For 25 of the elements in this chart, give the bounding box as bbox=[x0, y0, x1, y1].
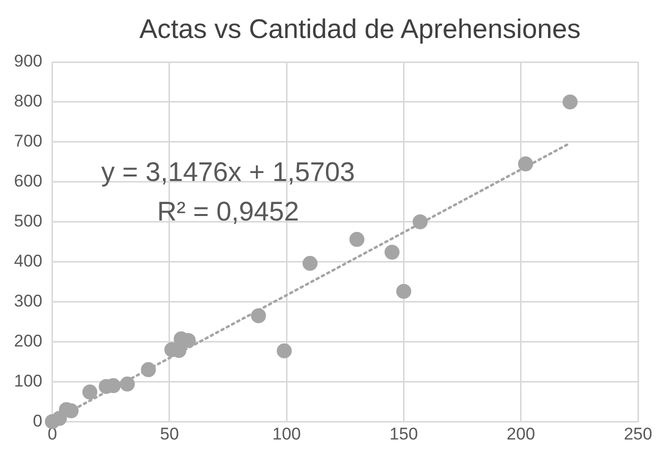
x-tick-label: 200 bbox=[506, 424, 536, 444]
annotation: y = 3,1476x + 1,5703 bbox=[101, 156, 355, 187]
y-tick-label: 400 bbox=[14, 251, 42, 270]
y-tick-label: 200 bbox=[14, 331, 42, 350]
x-tick-label: 50 bbox=[160, 424, 179, 444]
x-tick-label: 100 bbox=[272, 424, 301, 444]
point bbox=[396, 284, 412, 299]
x-tick-label: 150 bbox=[390, 424, 418, 444]
y-tick-label: 0 bbox=[32, 411, 42, 430]
x-tick-label: 250 bbox=[624, 424, 652, 444]
y-tick-label: 300 bbox=[14, 291, 42, 310]
y-tick-label: 500 bbox=[14, 212, 42, 231]
point bbox=[302, 256, 318, 271]
point bbox=[82, 384, 98, 400]
y-tick-label: 800 bbox=[14, 92, 42, 111]
y-tick-label: 900 bbox=[14, 52, 42, 71]
chart-title: Actas vs Cantidad de Aprehensiones bbox=[138, 14, 582, 45]
point bbox=[276, 343, 292, 358]
point bbox=[349, 232, 364, 247]
y-tick-label: 100 bbox=[14, 371, 42, 390]
point bbox=[384, 244, 400, 260]
annotation: R² = 0,9452 bbox=[157, 196, 299, 226]
point bbox=[562, 94, 578, 110]
y-tick-label: 700 bbox=[14, 132, 42, 151]
y-tick-label: 600 bbox=[14, 172, 42, 191]
